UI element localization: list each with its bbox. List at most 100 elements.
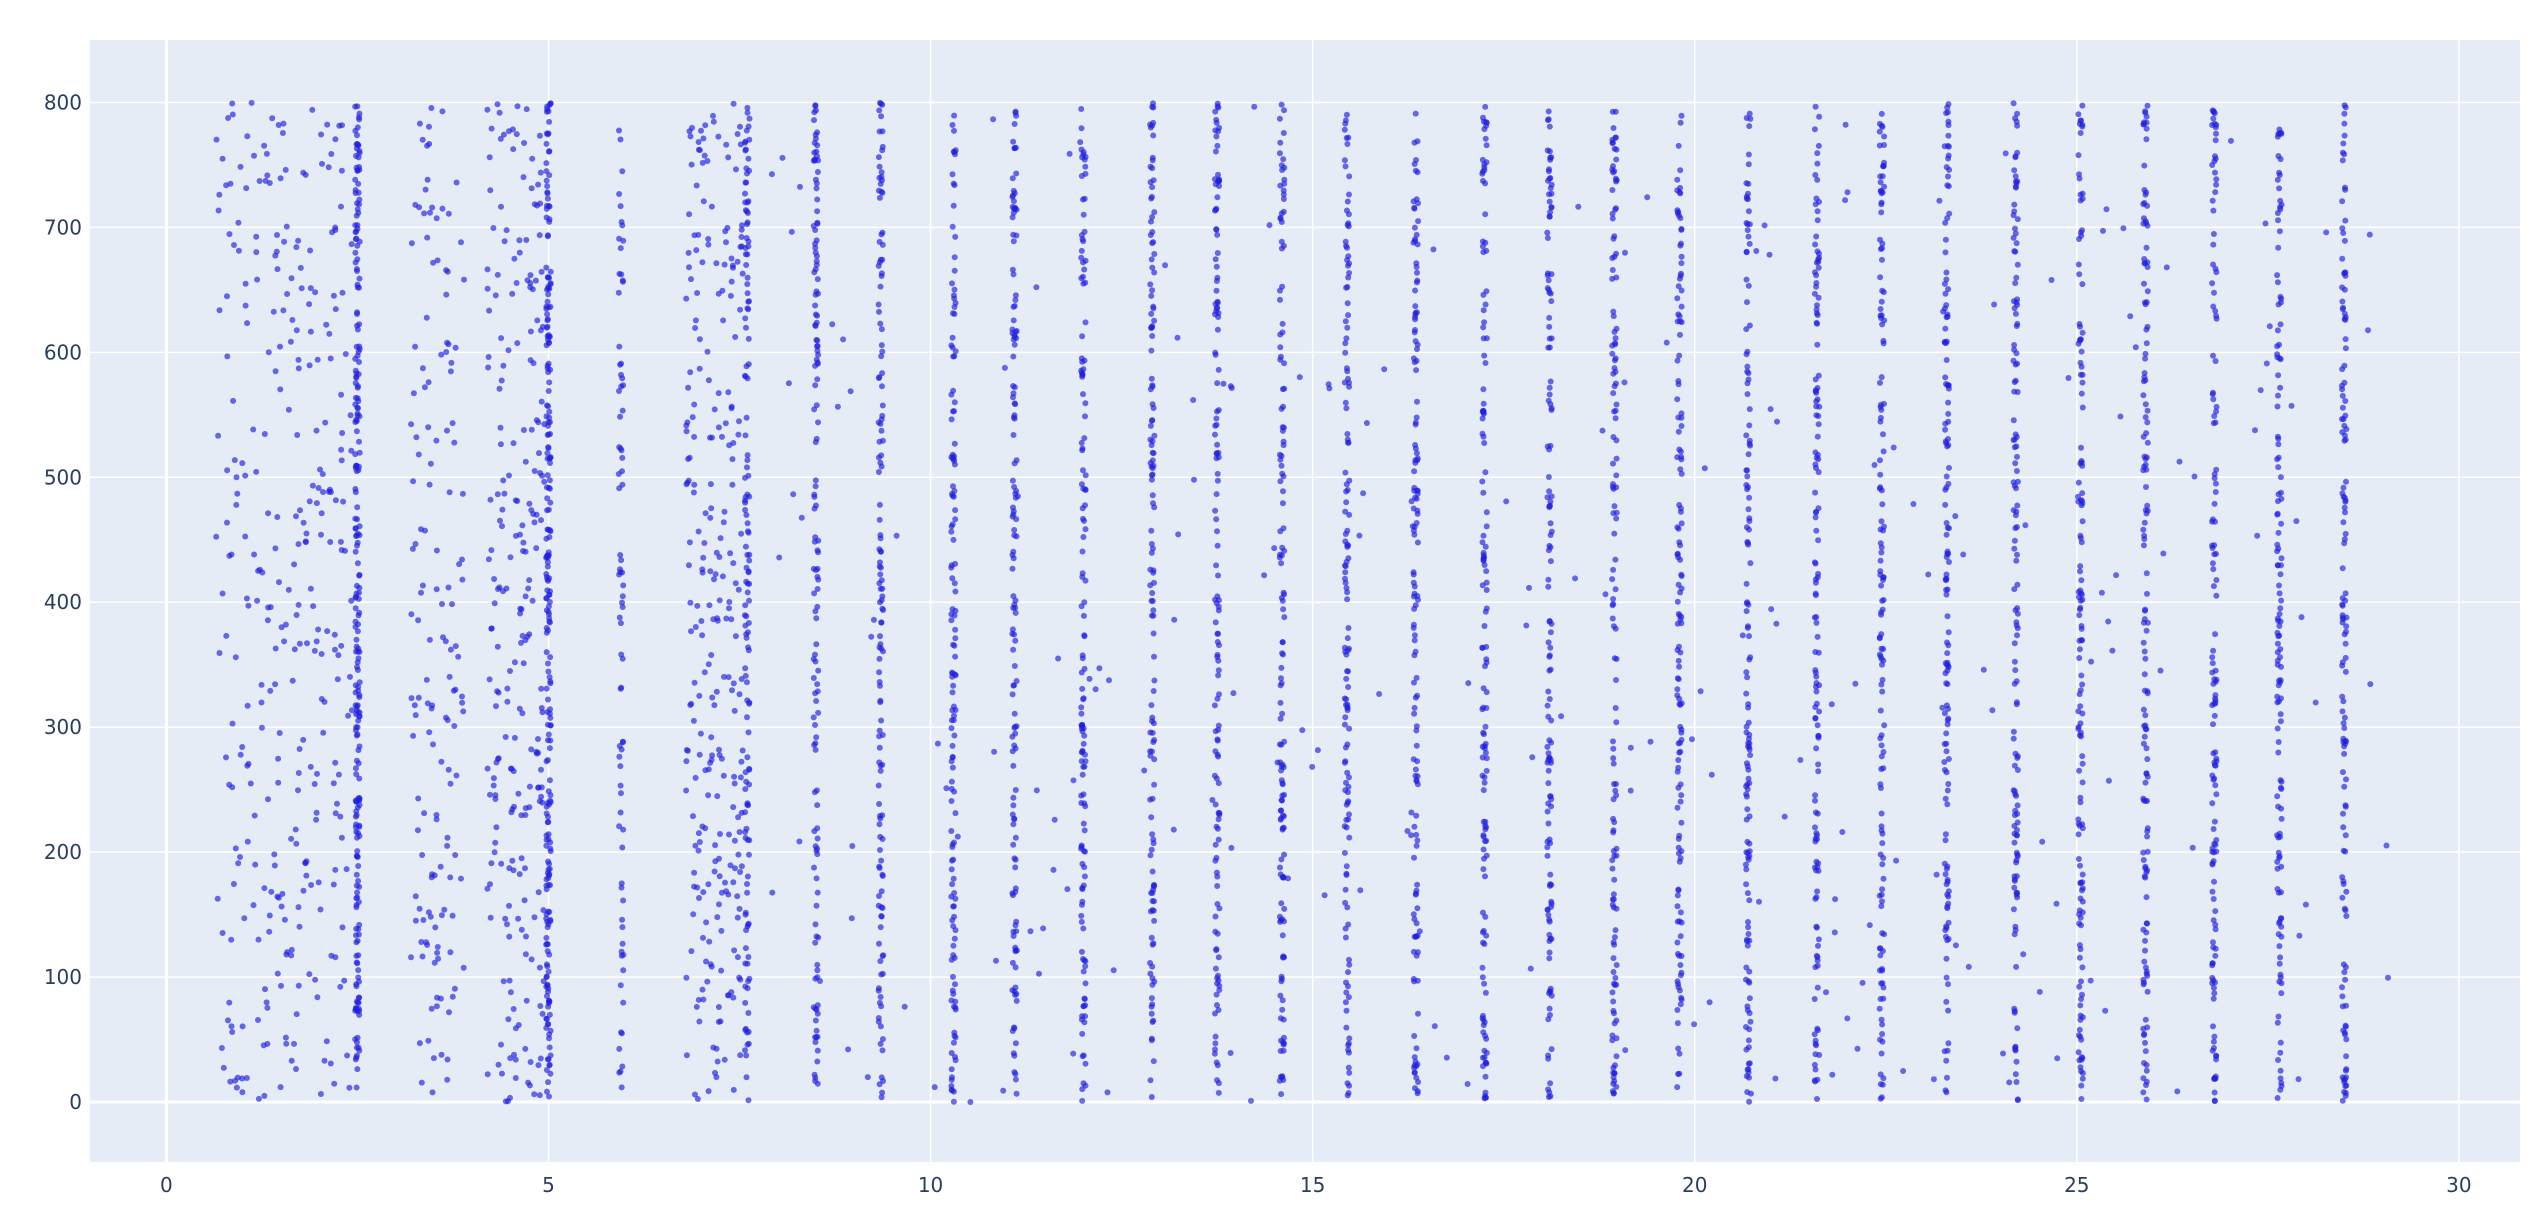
data-point	[1214, 326, 1221, 333]
data-point	[2012, 1043, 2019, 1050]
data-point	[544, 189, 551, 196]
data-point	[2013, 240, 2020, 247]
data-point	[501, 238, 508, 245]
data-point	[345, 712, 352, 719]
data-point	[334, 800, 340, 807]
data-point	[813, 261, 820, 268]
data-point	[1079, 860, 1086, 867]
data-point	[547, 706, 553, 713]
data-point	[498, 335, 505, 342]
data-point	[1277, 528, 1284, 535]
data-point	[1812, 649, 1819, 655]
data-point	[1544, 808, 1551, 815]
data-point	[1813, 283, 1820, 290]
data-point	[734, 131, 741, 137]
data-point	[496, 109, 503, 116]
data-point	[1149, 229, 1156, 235]
data-point	[1010, 841, 1017, 848]
data-point	[813, 1027, 820, 1034]
data-point	[513, 131, 520, 138]
data-point	[255, 1017, 261, 1023]
data-point	[1215, 366, 1222, 373]
data-point	[2142, 1048, 2149, 1055]
data-point	[508, 765, 515, 772]
data-point	[1149, 154, 1156, 161]
data-point	[1011, 724, 1018, 731]
data-point	[1011, 532, 1018, 539]
data-point	[2341, 783, 2348, 790]
data-point	[1610, 125, 1617, 131]
data-point	[711, 406, 718, 413]
data-point	[1942, 325, 1949, 332]
data-point	[1610, 969, 1617, 975]
data-point	[297, 507, 303, 514]
data-point	[536, 798, 543, 805]
data-point	[354, 804, 361, 811]
data-point	[353, 939, 360, 946]
data-point	[449, 993, 456, 1000]
data-point	[522, 951, 529, 958]
data-point	[1010, 794, 1017, 801]
data-point	[1676, 858, 1683, 865]
data-point	[1613, 401, 1620, 408]
data-point	[2209, 162, 2216, 168]
data-point	[1480, 909, 1486, 916]
data-point	[1481, 1095, 1488, 1102]
data-point	[352, 367, 359, 374]
data-point	[617, 685, 624, 692]
data-point	[256, 566, 263, 573]
data-point	[546, 534, 553, 541]
data-point	[744, 375, 751, 382]
data-point	[811, 109, 818, 116]
data-point	[2212, 137, 2219, 144]
data-point	[245, 602, 252, 609]
data-point	[1344, 198, 1351, 205]
data-point	[1345, 921, 1352, 928]
data-point	[424, 234, 431, 241]
data-point	[1216, 987, 1223, 993]
data-point	[2010, 728, 2017, 735]
data-point	[1943, 591, 1950, 598]
data-point	[707, 568, 714, 575]
data-point	[1678, 226, 1685, 232]
data-point	[1214, 825, 1221, 832]
data-point	[1212, 181, 1219, 188]
data-point	[1013, 335, 1020, 342]
data-point	[2078, 577, 2085, 584]
data-point	[2010, 212, 2017, 219]
data-point	[812, 244, 819, 251]
data-point	[951, 254, 958, 261]
data-point	[1745, 161, 1752, 168]
data-point	[1944, 787, 1951, 794]
data-point	[2143, 1082, 2149, 1088]
data-point	[2339, 659, 2346, 666]
data-point	[1546, 653, 1553, 660]
data-point	[1482, 873, 1488, 880]
data-point	[1610, 308, 1617, 315]
data-point	[1878, 980, 1885, 987]
data-point	[1878, 766, 1885, 772]
data-point	[2012, 280, 2019, 287]
data-point	[522, 865, 528, 872]
data-point	[419, 852, 426, 858]
data-point	[422, 186, 429, 193]
data-point	[2212, 908, 2219, 915]
data-point	[1212, 507, 1219, 514]
data-point	[506, 472, 512, 479]
data-point	[2075, 261, 2082, 268]
data-point	[2077, 568, 2083, 575]
data-point	[2014, 261, 2021, 268]
data-point	[2210, 858, 2217, 865]
data-point	[546, 172, 553, 179]
data-point	[1547, 871, 1554, 878]
data-point	[346, 1084, 353, 1091]
data-point	[1414, 539, 1421, 546]
data-point	[1878, 1094, 1885, 1101]
data-point	[878, 857, 885, 864]
data-point	[2141, 162, 2148, 169]
data-point	[2079, 753, 2086, 760]
data-point	[492, 796, 499, 802]
data-point	[814, 586, 821, 592]
data-point	[1346, 1082, 1353, 1089]
data-point	[879, 1036, 886, 1043]
